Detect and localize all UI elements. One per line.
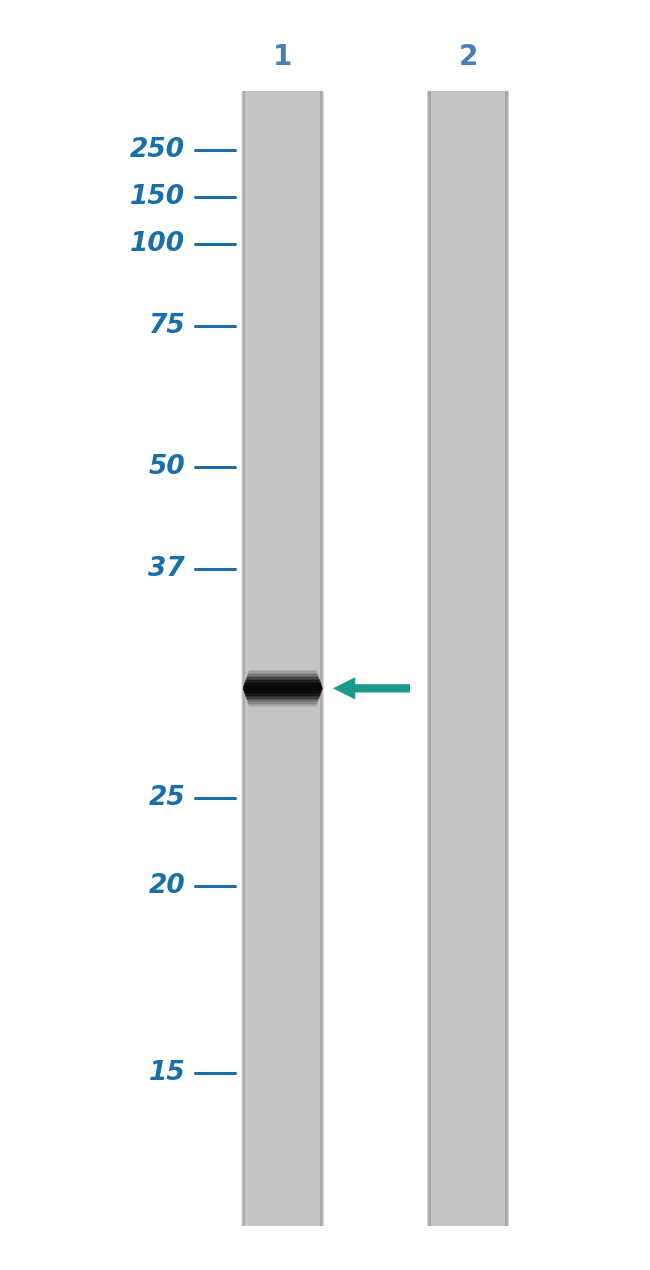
Bar (320, 91, 324, 1226)
Bar (429, 91, 430, 1226)
Bar (320, 91, 321, 1226)
Bar (244, 91, 246, 1226)
Bar (430, 91, 506, 1226)
Bar (506, 91, 507, 1226)
Bar (506, 91, 508, 1226)
Text: 37: 37 (148, 556, 185, 582)
Bar (320, 91, 323, 1226)
Text: 25: 25 (148, 785, 185, 810)
Bar (320, 91, 323, 1226)
Bar (427, 91, 430, 1226)
Bar (506, 91, 507, 1226)
Bar (320, 91, 324, 1226)
Bar (426, 91, 430, 1226)
Bar (242, 91, 246, 1226)
Text: 15: 15 (148, 1060, 185, 1086)
Bar (242, 91, 246, 1226)
Bar (506, 91, 508, 1226)
Bar (246, 91, 320, 1226)
Bar (506, 91, 509, 1226)
Bar (428, 91, 430, 1226)
Bar (242, 91, 246, 1226)
Bar (429, 91, 430, 1226)
Bar (320, 91, 324, 1226)
Bar (244, 91, 246, 1226)
Bar (506, 91, 508, 1226)
Bar (428, 91, 430, 1226)
Bar (320, 91, 322, 1226)
Text: 2: 2 (458, 43, 478, 71)
Bar (243, 91, 246, 1226)
Text: 100: 100 (130, 231, 185, 257)
Text: 75: 75 (148, 314, 185, 339)
Text: 20: 20 (148, 874, 185, 899)
Bar (429, 91, 430, 1226)
Bar (506, 91, 507, 1226)
Bar (428, 91, 430, 1226)
Text: 150: 150 (130, 184, 185, 210)
Bar (243, 91, 246, 1226)
Bar (320, 91, 322, 1226)
Bar (244, 91, 246, 1226)
Text: 250: 250 (130, 137, 185, 163)
Bar (244, 91, 246, 1226)
Bar (242, 91, 246, 1226)
Text: 1: 1 (273, 43, 292, 71)
Bar (506, 91, 508, 1226)
Bar (320, 91, 322, 1226)
Bar (428, 91, 430, 1226)
Text: 50: 50 (148, 455, 185, 480)
Bar (320, 91, 321, 1226)
Bar (243, 91, 246, 1226)
Bar (506, 91, 510, 1226)
